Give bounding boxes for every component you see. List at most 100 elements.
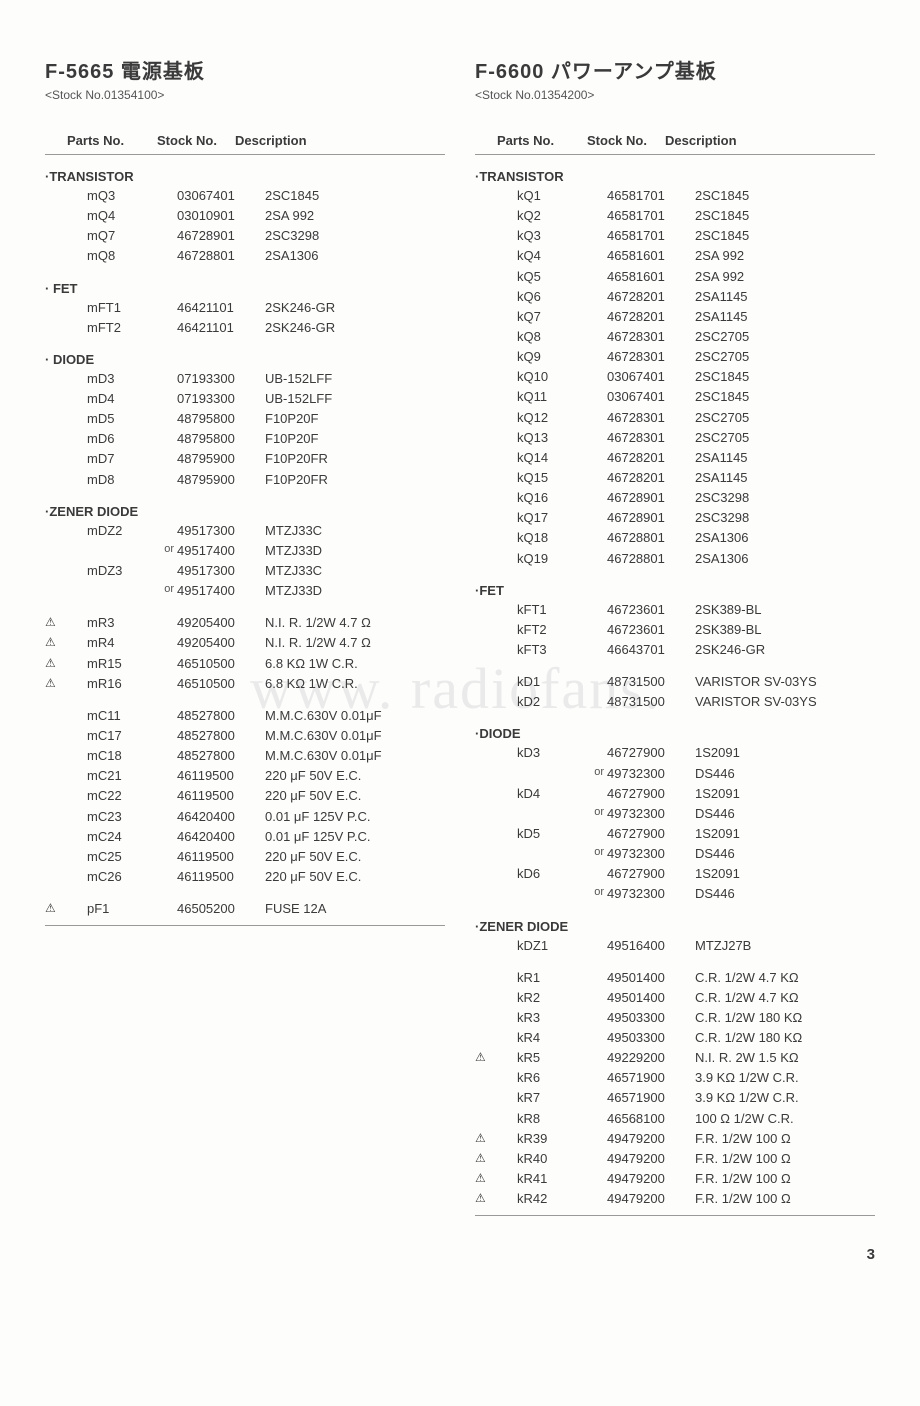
table-row: kQ16467289012SC3298: [475, 488, 875, 508]
warning-icon: [475, 743, 497, 763]
description: 2SK389-BL: [685, 620, 875, 640]
or-label: [587, 508, 607, 528]
table-row: kDZ149516400MTZJ27B: [475, 936, 875, 956]
table-row: kQ15467282012SA1145: [475, 468, 875, 488]
parts-no: kQ1: [497, 186, 587, 206]
or-label: [587, 226, 607, 246]
description: 100 Ω 1/2W C.R.: [685, 1109, 875, 1129]
warning-icon: [45, 541, 67, 561]
table-row: kD3467279001S2091: [475, 743, 875, 763]
parts-no: mD7: [67, 449, 157, 469]
parts-no: [67, 541, 157, 561]
stock-no: 48795900: [177, 470, 255, 490]
description: 0.01 μF 125V P.C.: [255, 827, 445, 847]
table-row: mC2146119500220 μF 50V E.C.: [45, 766, 445, 786]
or-label: [587, 640, 607, 660]
description: C.R. 1/2W 4.7 KΩ: [685, 968, 875, 988]
parts-no: kR4: [497, 1028, 587, 1048]
stock-no: 46421101: [177, 318, 255, 338]
warning-icon: [45, 827, 67, 847]
or-label: [157, 786, 177, 806]
or-label: [157, 613, 177, 633]
parts-no: mD3: [67, 369, 157, 389]
stock-no: 49501400: [607, 988, 685, 1008]
description: 2SC1845: [685, 226, 875, 246]
col-parts: Parts No.: [67, 133, 137, 148]
section-title: ·DIODE: [475, 726, 875, 741]
or-label: [587, 1129, 607, 1149]
warning-icon: [475, 347, 497, 367]
parts-no: kQ12: [497, 408, 587, 428]
warning-icon: [475, 884, 497, 904]
parts-no: mQ7: [67, 226, 157, 246]
or-label: [157, 389, 177, 409]
description: N.I. R. 1/2W 4.7 Ω: [255, 613, 445, 633]
or-label: [157, 318, 177, 338]
parts-no: mQ8: [67, 246, 157, 266]
or-label: [157, 706, 177, 726]
or-label: [157, 226, 177, 246]
description: 2SC2705: [685, 327, 875, 347]
parts-no: kR8: [497, 1109, 587, 1129]
col-parts: Parts No.: [497, 133, 567, 148]
parts-no: kDZ1: [497, 936, 587, 956]
parts-no: kQ19: [497, 549, 587, 569]
or-label: [157, 654, 177, 674]
stock-no: 48731500: [607, 672, 685, 692]
table-row: kQ3465817012SC1845: [475, 226, 875, 246]
parts-no: mC26: [67, 867, 157, 887]
section-title: ·ZENER DIODE: [475, 919, 875, 934]
description: N.I. R. 2W 1.5 KΩ: [685, 1048, 875, 1068]
stock-no: 46505200: [177, 899, 255, 919]
or-label: [587, 528, 607, 548]
parts-no: mR16: [67, 674, 157, 694]
left-board-title: F-5665 電源基板: [45, 55, 445, 84]
parts-no: kQ5: [497, 267, 587, 287]
parts-no: kQ17: [497, 508, 587, 528]
table-row: mC1848527800M.M.C.630V 0.01μF: [45, 746, 445, 766]
warning-icon: [45, 246, 67, 266]
stock-no: 07193300: [177, 389, 255, 409]
table-row: ⚠kR4149479200F.R. 1/2W 100 Ω: [475, 1169, 875, 1189]
or-label: [157, 899, 177, 919]
table-row: mD307193300UB-152LFF: [45, 369, 445, 389]
description: DS446: [685, 804, 875, 824]
parts-no: pF1: [67, 899, 157, 919]
or-label: [587, 307, 607, 327]
table-row: kQ6467282012SA1145: [475, 287, 875, 307]
stock-no: 49205400: [177, 613, 255, 633]
left-content: ·TRANSISTORmQ3030674012SC1845mQ403010901…: [45, 169, 445, 919]
or-label: [157, 746, 177, 766]
table-row: kD6467279001S2091: [475, 864, 875, 884]
stock-no: 46723601: [607, 600, 685, 620]
parts-no: kR5: [497, 1048, 587, 1068]
or-label: [587, 743, 607, 763]
parts-no: mD4: [67, 389, 157, 409]
parts-no: mC17: [67, 726, 157, 746]
right-board-title: F-6600 パワーアンプ基板: [475, 55, 875, 84]
parts-no: kFT3: [497, 640, 587, 660]
table-row: or49732300DS446: [475, 764, 875, 784]
or-label: [587, 267, 607, 287]
description: 2SK246-GR: [255, 298, 445, 318]
right-bottom-rule: [475, 1215, 875, 1216]
description: M.M.C.630V 0.01μF: [255, 746, 445, 766]
stock-no: 46728201: [607, 307, 685, 327]
table-row: kR449503300C.R. 1/2W 180 KΩ: [475, 1028, 875, 1048]
warning-icon: [475, 488, 497, 508]
stock-no: 46728201: [607, 287, 685, 307]
stock-no: 03067401: [177, 186, 255, 206]
table-row: kQ19467288012SA1306: [475, 549, 875, 569]
stock-no: 07193300: [177, 369, 255, 389]
stock-no: 49501400: [607, 968, 685, 988]
warning-icon: [45, 369, 67, 389]
section-title: ·TRANSISTOR: [475, 169, 875, 184]
right-stock-subtitle: <Stock No.01354200>: [475, 88, 875, 102]
description: 2SA 992: [685, 246, 875, 266]
parts-no: mDZ3: [67, 561, 157, 581]
or-label: [157, 726, 177, 746]
table-row: kR7465719003.9 KΩ 1/2W C.R.: [475, 1088, 875, 1108]
table-row: kQ1465817012SC1845: [475, 186, 875, 206]
col-desc: Description: [235, 133, 445, 148]
stock-no: 49205400: [177, 633, 255, 653]
